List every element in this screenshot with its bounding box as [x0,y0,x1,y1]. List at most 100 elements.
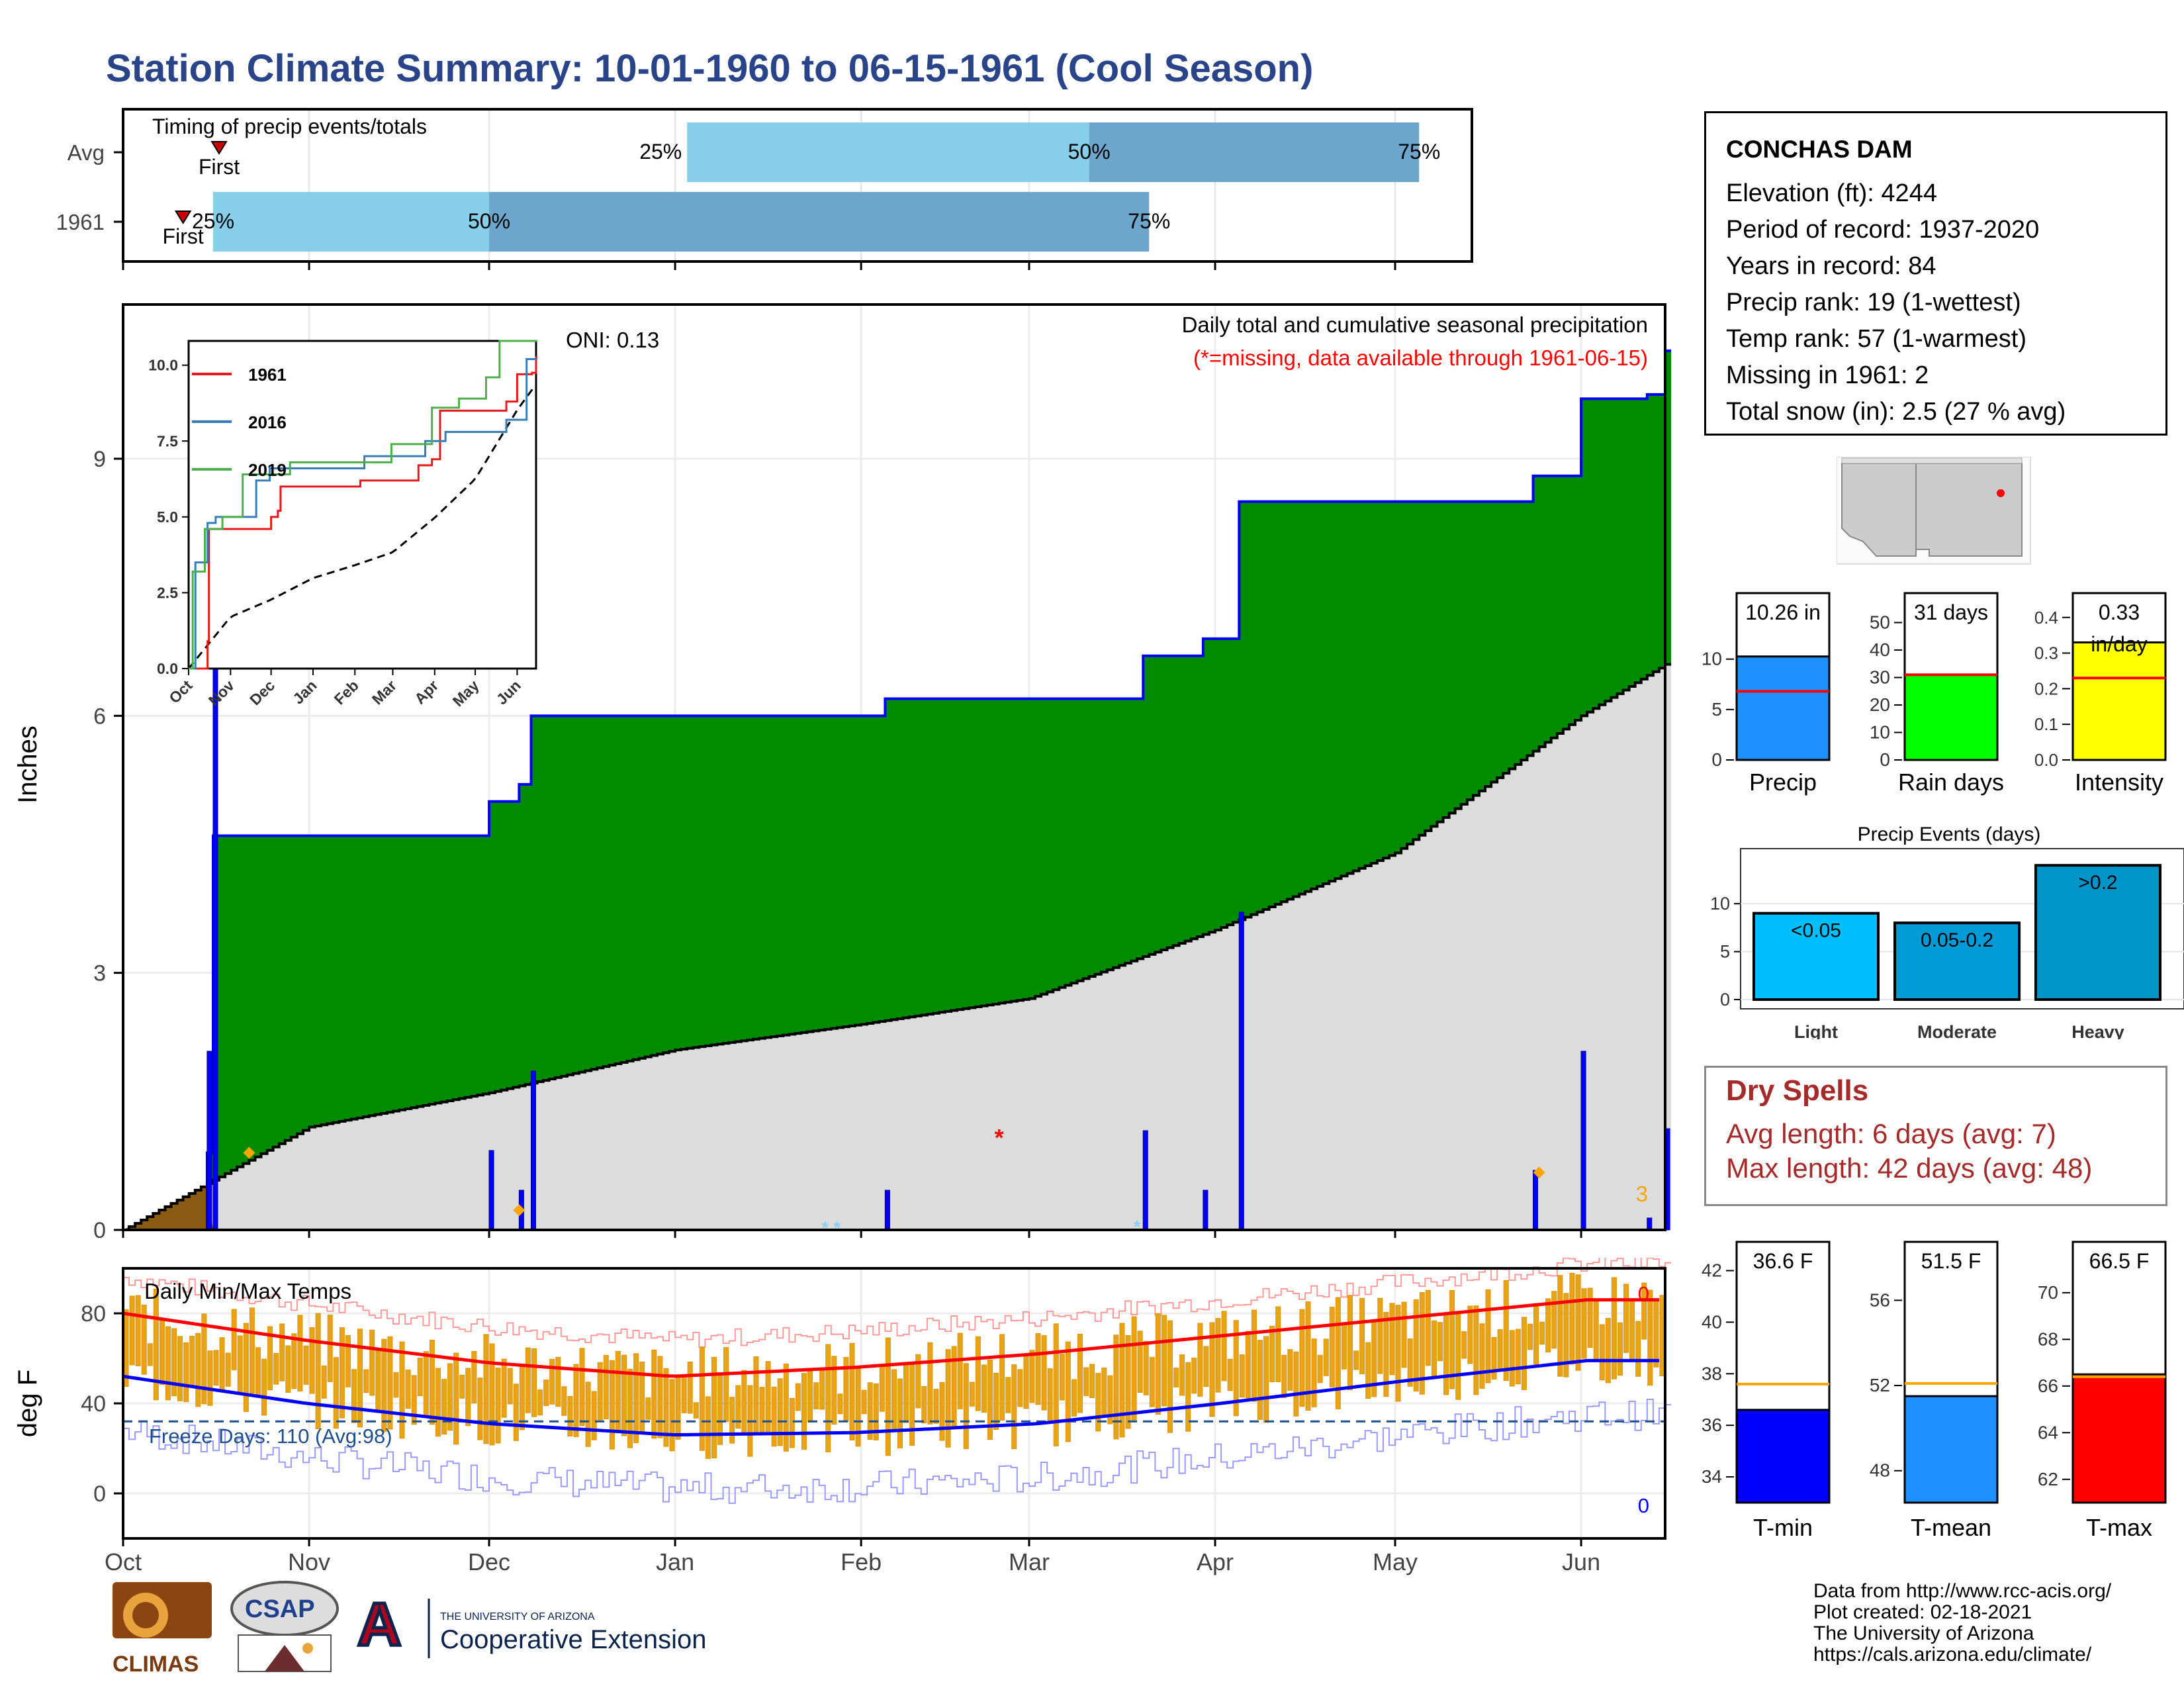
inset-chart: 0.0 2.5 5.0 7.5 10.0 Oct Nov Dec Jan Feb Mar Apr May… [148,340,538,710]
daily-temp-bar [489,1343,495,1446]
precip-count-label: 3 [1636,1182,1648,1206]
inset-legend: 1961 2016 2019 [192,365,287,480]
daily-temp-bar [945,1349,951,1448]
daily-temp-bar [795,1383,801,1411]
station-precip-rank: Precip rank: 19 (1-wettest) [1726,289,2021,316]
average-cumulative-area [123,664,1672,1230]
daily-temp-bar [1659,1295,1665,1376]
svg-text:A: A [357,1591,401,1658]
daily-temp-bar [195,1333,201,1407]
daily-temp-bar [1647,1289,1653,1386]
daily-temp-bar [1185,1362,1191,1432]
timing-p75-label: 75% [1398,140,1440,164]
inset-legend-2016: 2016 [248,412,287,432]
month-label-mar: Mar [1009,1548,1050,1575]
summary-ytick-label: 40 [1702,1311,1722,1332]
timing-bar-25-50 [687,122,1089,182]
daily-temp-bar [273,1352,279,1385]
daily-temp-bar [1239,1354,1245,1398]
daily-temp-bar [759,1387,765,1432]
daily-temp-bar [285,1345,291,1393]
record-min-line [123,1398,1672,1504]
daily-temp-bar [1497,1329,1503,1370]
daily-temp-bar [1353,1350,1359,1370]
daily-temp-bar [1113,1335,1119,1440]
precip-plot: ** * * [123,349,1672,1237]
daily-temp-bar [357,1329,363,1428]
station-info-box: CONCHAS DAM Elevation (ft): 4244 Period … [1704,111,2167,436]
cumulative-precip-line [123,349,1672,1231]
events-ytick-label: 0 [1720,990,1730,1009]
daily-temp-bar [603,1354,609,1420]
daily-temp-bar [1065,1341,1071,1442]
events-category-label: Light [1794,1022,1838,1039]
daily-temp-bar [927,1342,933,1425]
month-label-jun: Jun [1562,1548,1600,1575]
daily-temp-bar [159,1320,165,1385]
daily-temp-bar [1329,1307,1335,1387]
rain-days-bar: 0 10 20 30 40 50 31 days Rain days [1870,592,2004,796]
summary-value-label: 51.5 F [1921,1249,1981,1273]
inset-xtick-label: Dec [246,677,278,708]
daily-temp-bar [615,1350,621,1432]
inset-line-2016 [189,358,538,670]
daily-temp-bar [1095,1373,1101,1432]
summary-ytick-label: 66 [2038,1376,2058,1396]
temp-ytick-label: 0 [93,1481,106,1507]
daily-temp-bar [717,1375,723,1445]
daily-temp-bar [555,1357,561,1407]
daily-temp-bar [711,1357,717,1458]
daily-temp-bar [207,1350,213,1406]
summary-ytick-label: 36 [1702,1415,1722,1435]
temp-ylabel: deg F [13,1370,42,1437]
summary-category-label: T-min [1753,1514,1813,1541]
month-label-dec: Dec [468,1548,510,1575]
daily-temp-bar [1443,1313,1449,1395]
timing-bar-25-50 [212,192,490,252]
daily-temp-bar [495,1368,501,1444]
daily-temp-bar [1341,1325,1347,1370]
summary-ytick-label: 5 [1711,699,1722,720]
temp-chart-title: Daily Min/Max Temps [144,1279,351,1303]
daily-temp-bar [201,1313,207,1405]
summary-bar-fill [2071,1373,2167,1504]
daily-temp-bar [1557,1275,1563,1377]
summary-ytick-label: 10 [1870,722,1890,742]
dry-spells-avg-length: Avg length: 6 days (avg: 7) [1726,1118,2056,1149]
summary-ytick-label: 68 [2038,1329,2058,1349]
daily-temp-bar [219,1337,225,1391]
daily-temp-bar [1545,1298,1551,1352]
timing-first-label: First [199,155,240,179]
daily-temp-bar [1473,1305,1479,1395]
daily-temp-bar [783,1363,789,1452]
daily-temp-bar [1533,1303,1539,1366]
daily-temp-bar [807,1370,813,1423]
daily-temp-bar [1149,1357,1155,1407]
daily-temp-bar [1035,1333,1041,1405]
daily-temp-bar [261,1358,267,1416]
daily-temp-bar [1221,1311,1227,1382]
daily-temp-bar [1167,1320,1173,1433]
climas-logo: CLIMAS [113,1582,212,1677]
daily-temp-bar [543,1380,549,1406]
daily-temp-bar [513,1383,519,1441]
tmax-bar: 62 64 66 68 70 66.5 F T-max [2038,1241,2167,1541]
daily-temp-bar [1467,1305,1473,1364]
summary-ytick-label: 62 [2038,1469,2058,1489]
location-map [1837,457,2031,565]
oni-label: ONI: 0.13 [566,328,659,352]
timing-bar-50-75 [1089,122,1420,182]
temp-summary-bars: 34 36 38 40 42 36.6 F T-min 48 52 56 51.5 F T-mean… [1702,1241,2167,1541]
timing-row-label: Avg [68,140,105,165]
station-name: CONCHAS DAM [1726,136,1913,163]
daily-temp-bar [1413,1299,1419,1392]
summary-ytick-label: 20 [1870,694,1890,715]
summary-value-label: 0.33 [2099,600,2140,624]
daily-temp-bar [1539,1321,1545,1345]
daily-temp-bar [255,1347,261,1397]
daily-temp-bar [1335,1297,1341,1409]
daily-precip-bar [1142,1130,1148,1231]
month-label-feb: Feb [841,1548,882,1575]
daily-temp-bar [645,1397,651,1420]
svg-text:Cooperative Extension: Cooperative Extension [440,1625,706,1654]
